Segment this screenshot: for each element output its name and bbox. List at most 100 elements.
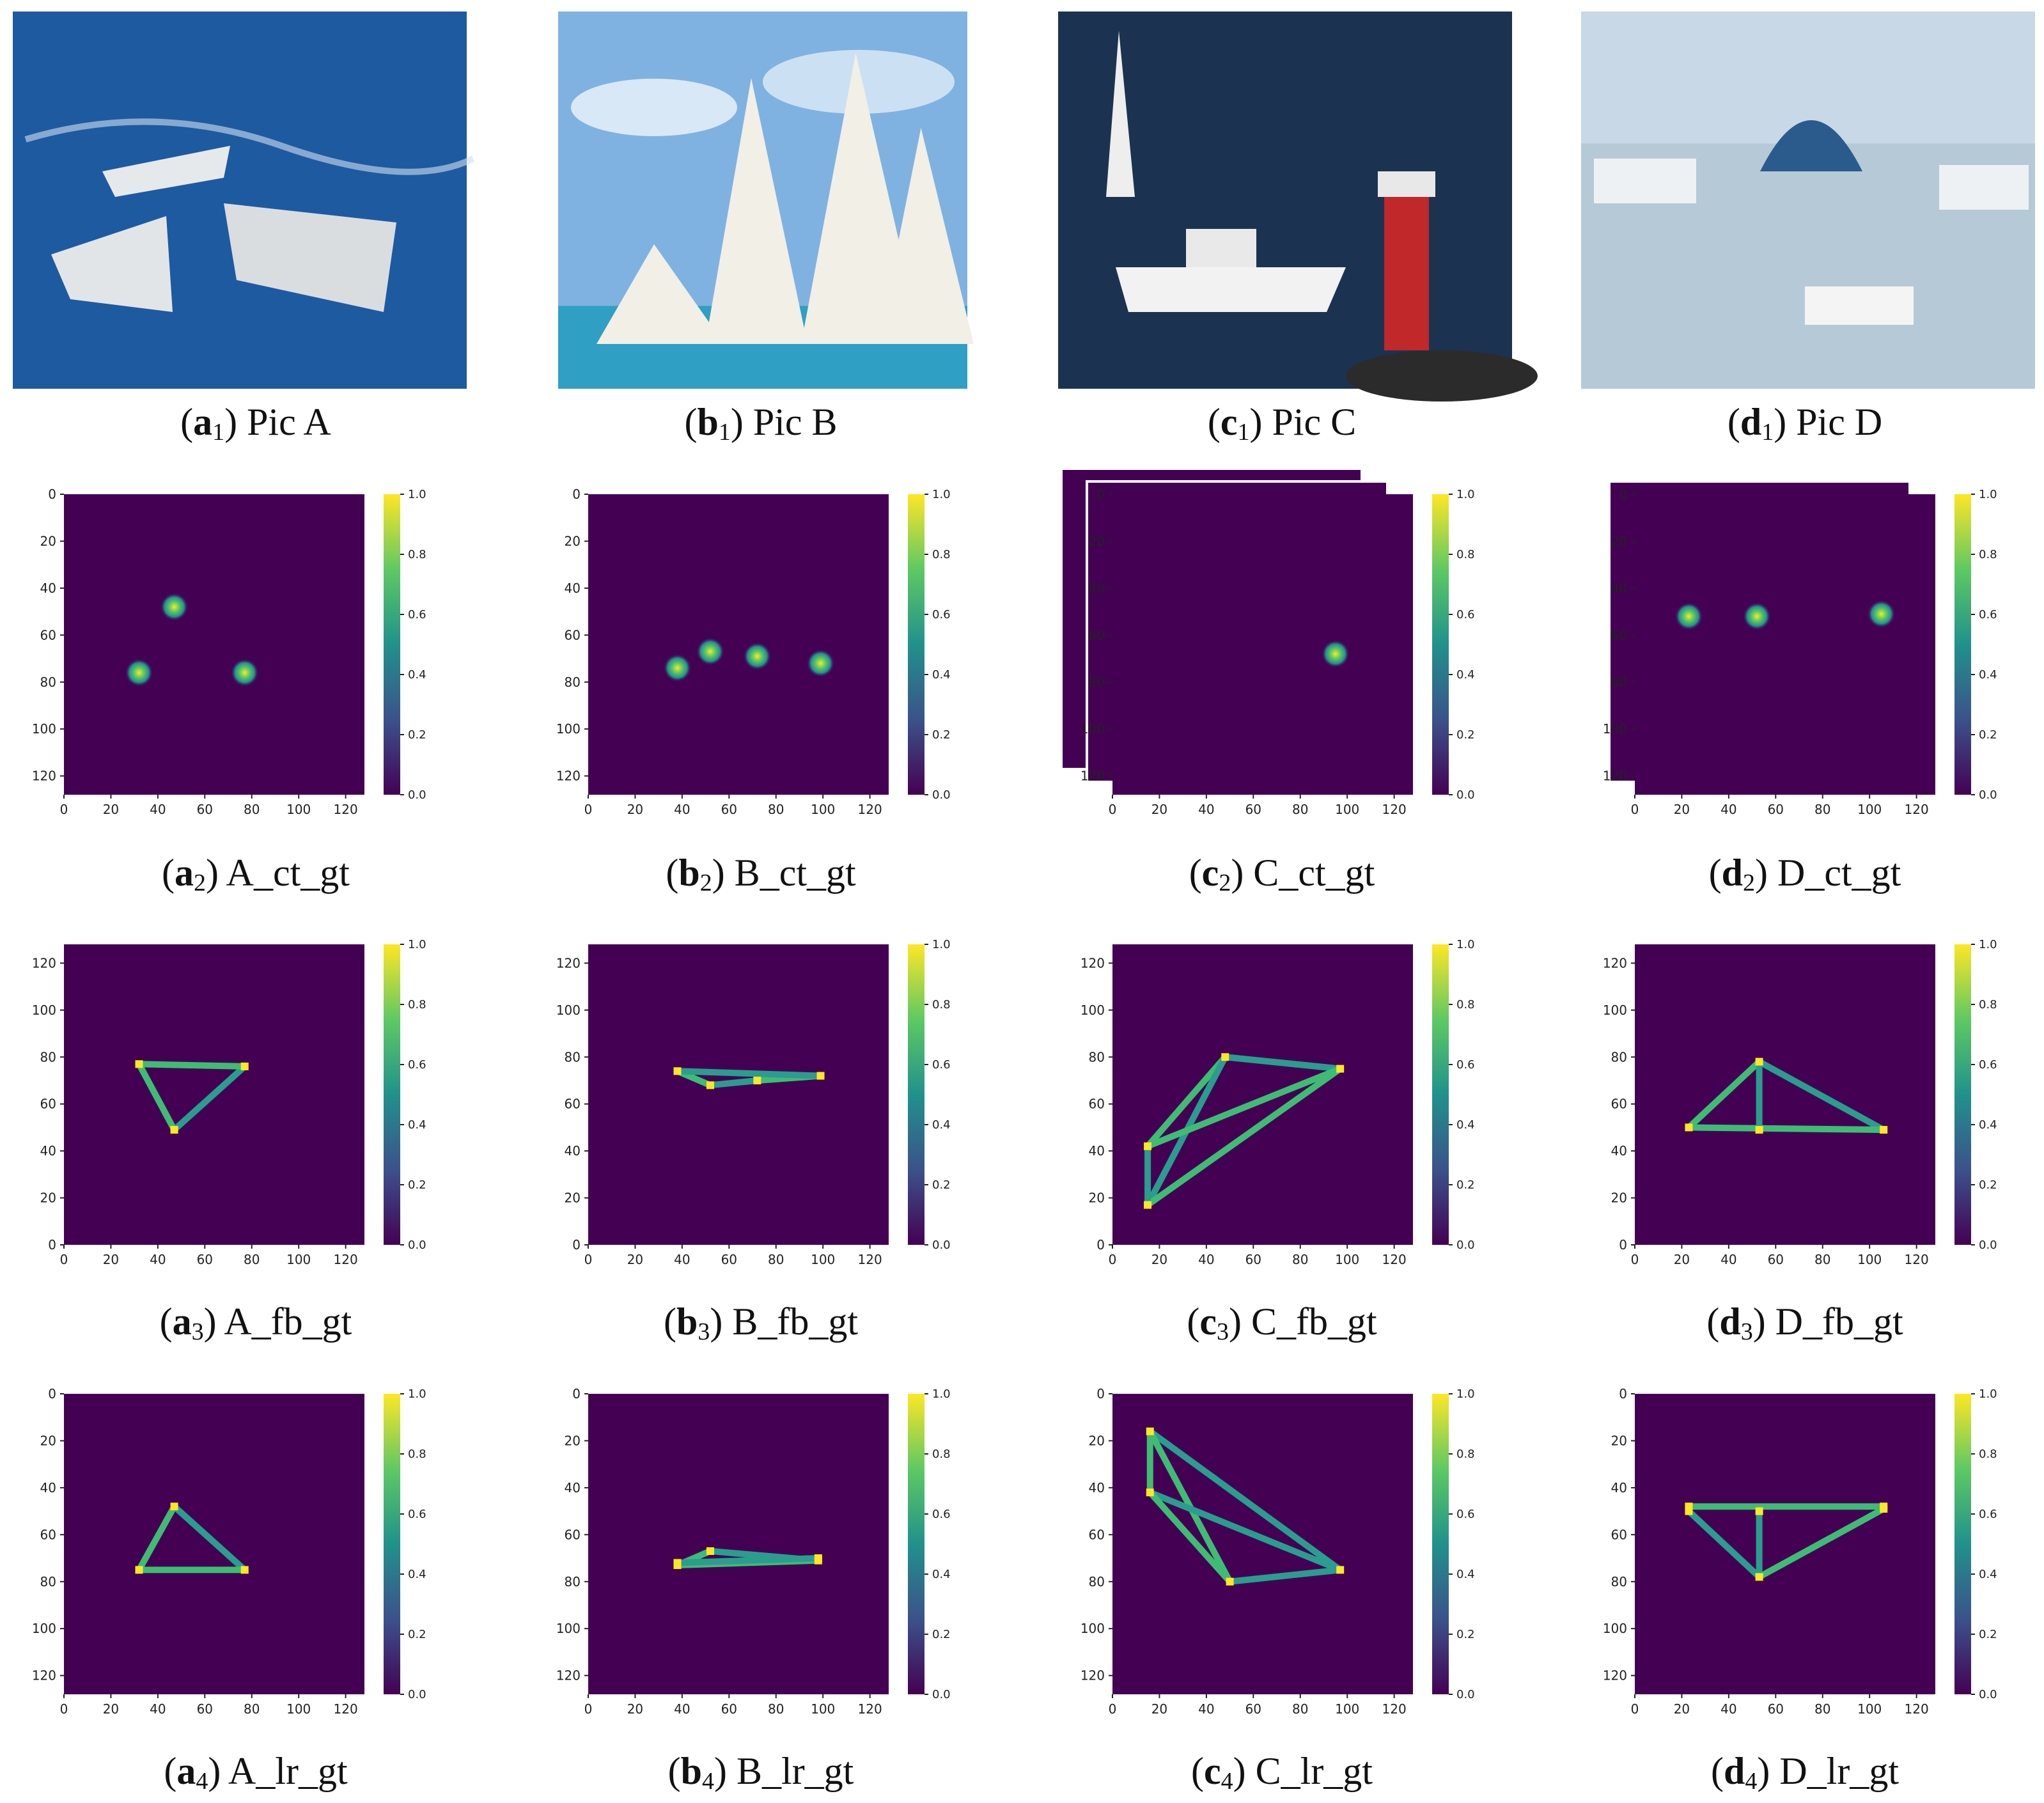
keypoint-blob (230, 659, 259, 687)
y-tick-label: 80 (40, 1574, 56, 1589)
plot-area (588, 944, 889, 1245)
colorbar-tick-label: 0.8 (932, 548, 951, 561)
edge-segment (674, 1068, 824, 1079)
x-tick-label: 80 (244, 1252, 260, 1267)
photo-harbor (1581, 12, 2035, 389)
y-tick-label: 40 (1089, 1480, 1105, 1495)
caption-paren: ( (164, 1750, 176, 1792)
colorbar-tick-label: 1.0 (1456, 488, 1475, 501)
y-tick-label: 80 (1611, 675, 1627, 690)
caption-subscript: 4 (702, 1768, 714, 1795)
y-tick-label: 60 (565, 1527, 581, 1542)
colorbar-tick-label: 0.8 (408, 998, 426, 1011)
heatmap-B_ct_gt: 0 20 40 60 80 100 120 0 20 40 60 80 100 120 0.0 0.2 0.4 0… (556, 487, 951, 817)
caption-text: Pic D (1796, 401, 1882, 443)
colorbar-tick-label: 0.2 (932, 1178, 951, 1192)
y-tick-label: 20 (1089, 1433, 1105, 1448)
colorbar-tick-label: 0.2 (408, 1178, 426, 1192)
edge-vertex (1755, 1058, 1763, 1066)
y-tick-label: 20 (1089, 1190, 1105, 1206)
colorbar-tick-label: 0.2 (1979, 1628, 1997, 1641)
caption-paren: ) (1755, 852, 1777, 894)
sail (597, 244, 724, 344)
panel-caption: (d2) D_ct_gt (1709, 852, 1901, 896)
y-tick-label: 100 (1081, 721, 1105, 737)
panel-caption: (b3) B_fb_gt (664, 1300, 858, 1345)
y-tick-label: 0 (48, 1386, 56, 1401)
x-tick-label: 20 (1151, 802, 1167, 817)
caption-paren: ) (224, 401, 247, 443)
edge-vertex (816, 1072, 825, 1080)
plot-area (588, 1394, 889, 1694)
x-tick-label: 100 (1335, 1701, 1359, 1717)
colorbar-tick-label: 0.6 (932, 1058, 951, 1072)
y-tick-label: 60 (565, 627, 581, 643)
colorbar (1432, 944, 1449, 1245)
caption-paren: ) (714, 1750, 737, 1792)
sail (878, 128, 974, 344)
panel-caption: (c1) Pic C (1208, 401, 1356, 446)
caption-paren: ( (684, 401, 697, 443)
heatmap-A_ct_gt: 0 20 40 60 80 100 120 0 20 40 60 80 100 120 0.0 0.2 0.4 0… (32, 487, 426, 817)
plot-area (1635, 1394, 1935, 1694)
y-tick-label: 80 (565, 1574, 581, 1589)
panel-caption: (b2) B_ct_gt (666, 852, 856, 896)
colorbar-tick-label: 0.4 (932, 1118, 951, 1132)
heatmap-C_lr_gt: 0 20 40 60 80 100 120 0 20 40 60 80 100 120 0.0 0.2 0.4 0… (1081, 1386, 1475, 1717)
edge-vertex (1880, 1126, 1888, 1134)
panel-caption: (c2) C_ct_gt (1189, 852, 1375, 896)
edge-vertex (170, 1502, 178, 1511)
y-tick-label: 60 (1611, 1097, 1627, 1112)
caption-subscript: 4 (1745, 1768, 1757, 1795)
caption-text: C_ct_gt (1253, 852, 1375, 894)
colorbar-tick-label: 0.6 (1979, 1058, 1997, 1072)
photo-warships (13, 12, 475, 389)
caption-text: Pic A (247, 401, 331, 443)
x-tick-label: 0 (1631, 1701, 1639, 1717)
x-tick-label: 120 (1905, 1252, 1929, 1267)
x-tick-label: 0 (1109, 802, 1117, 817)
y-tick-label: 0 (1096, 1386, 1105, 1401)
colorbar-tick-label: 0.8 (408, 1448, 426, 1461)
caption-paren: ( (1706, 1300, 1719, 1343)
colorbar-tick-label: 0.6 (1979, 608, 1997, 621)
heatmap-B_lr_gt: 0 20 40 60 80 100 120 0 20 40 60 80 100 120 0.0 0.2 0.4 0… (556, 1386, 951, 1717)
colorbar-tick-label: 0.0 (408, 1238, 426, 1252)
x-tick-label: 80 (1814, 1252, 1830, 1267)
x-tick-label: 40 (1198, 1252, 1214, 1267)
caption-paren: ) (1753, 1300, 1775, 1343)
caption-subscript: 3 (698, 1318, 710, 1345)
edge-vertex (1755, 1573, 1763, 1581)
colorbar-tick-label: 1.0 (1979, 488, 1997, 501)
y-tick-label: 60 (565, 1097, 581, 1112)
x-tick-label: 60 (1768, 1252, 1784, 1267)
colorbar (1954, 1394, 1971, 1694)
caption-paren: ) (731, 401, 753, 443)
caption-paren: ( (1191, 1750, 1204, 1792)
caption-subscript: 2 (194, 870, 206, 896)
colorbar-tick-label: 0.4 (1979, 668, 1997, 682)
x-tick-label: 80 (768, 802, 784, 817)
caption-letter: a (176, 1750, 196, 1792)
y-tick-label: 120 (32, 769, 56, 784)
caption-paren: ( (1709, 852, 1722, 894)
lighthouse (1384, 191, 1429, 350)
x-tick-label: 60 (1245, 802, 1261, 817)
edge-segment (1756, 1058, 1887, 1134)
y-tick-label: 20 (1089, 533, 1105, 549)
caption-text: C_fb_gt (1251, 1300, 1377, 1343)
y-tick-label: 80 (1089, 1049, 1105, 1065)
y-tick-label: 0 (1096, 1237, 1105, 1253)
edge-segment (706, 1077, 761, 1089)
x-tick-label: 100 (811, 802, 835, 817)
colorbar-tick-label: 0.8 (1456, 548, 1475, 561)
keypoint-blob (663, 653, 692, 682)
colorbar-tick-label: 0.0 (408, 1688, 426, 1701)
y-tick-label: 40 (1611, 1143, 1627, 1159)
y-tick-label: 100 (556, 1621, 581, 1636)
y-tick-label: 100 (1081, 1003, 1105, 1018)
colorbar (1954, 944, 1971, 1245)
caption-letter: b (681, 1750, 702, 1792)
colorbar-tick-label: 0.2 (1456, 1178, 1475, 1192)
